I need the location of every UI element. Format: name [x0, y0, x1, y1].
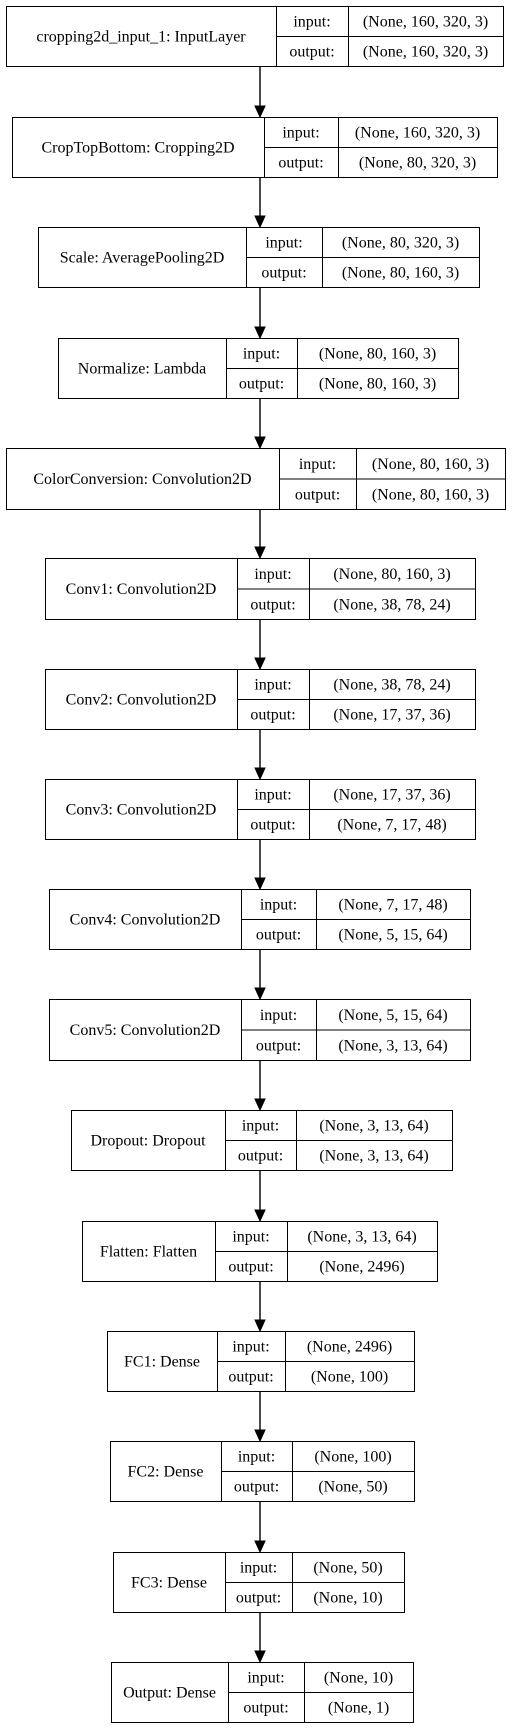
output-port-label: output:	[228, 1259, 273, 1276]
connector-arrowhead	[254, 215, 266, 229]
connector-arrowhead	[254, 657, 266, 671]
connector-arrowhead	[254, 1429, 266, 1443]
output-shape: (None, 5, 15, 64)	[338, 927, 447, 944]
input-port-label: input:	[265, 235, 302, 252]
input-shape: (None, 3, 13, 64)	[307, 1229, 416, 1246]
input-port-label: input:	[232, 1229, 269, 1246]
output-shape: (None, 80, 160, 3)	[342, 265, 459, 282]
output-shape: (None, 3, 13, 64)	[319, 1148, 428, 1165]
input-port-label: input:	[247, 1670, 284, 1687]
input-port-label: input:	[282, 125, 319, 142]
input-shape: (None, 80, 160, 3)	[372, 456, 489, 473]
output-shape: (None, 7, 17, 48)	[337, 817, 446, 834]
input-port-label: input:	[254, 677, 291, 694]
output-port-label: output:	[239, 376, 284, 393]
layer-name: ColorConversion: Convolution2D	[33, 471, 251, 488]
layer-name: Conv4: Convolution2D	[70, 912, 221, 929]
output-shape: (None, 3, 13, 64)	[338, 1037, 447, 1054]
input-shape: (None, 38, 78, 24)	[333, 677, 450, 694]
connector-arrowhead	[254, 1540, 266, 1554]
connector-arrowhead	[254, 877, 266, 891]
input-port-label: input:	[238, 1449, 275, 1466]
input-shape: (None, 100)	[314, 1449, 391, 1466]
input-shape: (None, 3, 13, 64)	[319, 1118, 428, 1135]
connector-arrowhead	[254, 987, 266, 1001]
input-shape: (None, 160, 320, 3)	[355, 125, 480, 142]
connector-arrowhead	[254, 436, 266, 450]
layer-name: FC3: Dense	[131, 1575, 207, 1592]
input-port-label: input:	[232, 1339, 269, 1356]
input-shape: (None, 7, 17, 48)	[338, 897, 447, 914]
layer-name: Conv5: Convolution2D	[70, 1022, 221, 1039]
connector-arrowhead	[254, 1650, 266, 1664]
input-shape: (None, 80, 160, 3)	[319, 346, 436, 363]
layer-name: Conv3: Convolution2D	[66, 802, 217, 819]
layer-name: FC2: Dense	[128, 1464, 204, 1481]
connector-arrowhead	[254, 1209, 266, 1223]
output-port-label: output:	[289, 44, 334, 61]
output-port-label: output:	[234, 1479, 279, 1496]
output-port-label: output:	[295, 486, 340, 503]
input-port-label: input:	[254, 566, 291, 583]
input-port-label: input:	[293, 14, 330, 31]
input-shape: (None, 5, 15, 64)	[338, 1007, 447, 1024]
output-shape: (None, 80, 160, 3)	[319, 376, 436, 393]
output-shape: (None, 100)	[311, 1369, 388, 1386]
layer-name: FC1: Dense	[124, 1354, 200, 1371]
output-port-label: output:	[228, 1369, 273, 1386]
output-port-label: output:	[256, 927, 301, 944]
output-shape: (None, 160, 320, 3)	[363, 44, 488, 61]
layer-name: Output: Dense	[123, 1685, 216, 1702]
output-port-label: output:	[243, 1700, 288, 1717]
layer-name: Conv1: Convolution2D	[66, 581, 217, 598]
layer-name: Flatten: Flatten	[100, 1244, 197, 1261]
layer-name: Dropout: Dropout	[90, 1133, 206, 1150]
input-port-label: input:	[243, 346, 280, 363]
output-shape: (None, 1)	[328, 1700, 389, 1717]
output-shape: (None, 38, 78, 24)	[333, 596, 450, 613]
layer-name: Normalize: Lambda	[78, 361, 206, 378]
output-port-label: output:	[238, 1148, 283, 1165]
layer-name: CropTopBottom: Cropping2D	[41, 140, 234, 157]
layer-name: cropping2d_input_1: InputLayer	[36, 29, 246, 46]
input-shape: (None, 80, 320, 3)	[342, 235, 459, 252]
input-shape: (None, 10)	[324, 1670, 393, 1687]
output-port-label: output:	[250, 596, 295, 613]
layer-name: Conv2: Convolution2D	[66, 692, 217, 709]
connector-arrowhead	[254, 767, 266, 781]
output-shape: (None, 17, 37, 36)	[333, 707, 450, 724]
connector-arrowhead	[254, 105, 266, 119]
layer-name: Scale: AveragePooling2D	[60, 250, 225, 267]
input-port-label: input:	[254, 787, 291, 804]
input-port-label: input:	[299, 456, 336, 473]
input-shape: (None, 160, 320, 3)	[363, 14, 488, 31]
input-port-label: input:	[260, 1007, 297, 1024]
output-shape: (None, 2496)	[319, 1259, 404, 1276]
output-port-label: output:	[261, 265, 306, 282]
input-shape: (None, 80, 160, 3)	[333, 566, 450, 583]
output-shape: (None, 80, 160, 3)	[372, 486, 489, 503]
connector-arrowhead	[254, 326, 266, 340]
input-port-label: input:	[242, 1118, 279, 1135]
connector-arrowhead	[254, 1319, 266, 1333]
input-port-label: input:	[260, 897, 297, 914]
output-port-label: output:	[256, 1037, 301, 1054]
connector-arrowhead	[254, 546, 266, 560]
output-shape: (None, 80, 320, 3)	[359, 155, 476, 172]
input-shape: (None, 50)	[313, 1560, 382, 1577]
output-shape: (None, 10)	[313, 1590, 382, 1607]
output-port-label: output:	[278, 155, 323, 172]
output-port-label: output:	[250, 707, 295, 724]
output-shape: (None, 50)	[318, 1479, 387, 1496]
output-port-label: output:	[250, 817, 295, 834]
input-shape: (None, 2496)	[307, 1339, 392, 1356]
input-shape: (None, 17, 37, 36)	[333, 787, 450, 804]
connector-arrowhead	[254, 1098, 266, 1112]
input-port-label: input:	[240, 1560, 277, 1577]
output-port-label: output:	[236, 1590, 281, 1607]
